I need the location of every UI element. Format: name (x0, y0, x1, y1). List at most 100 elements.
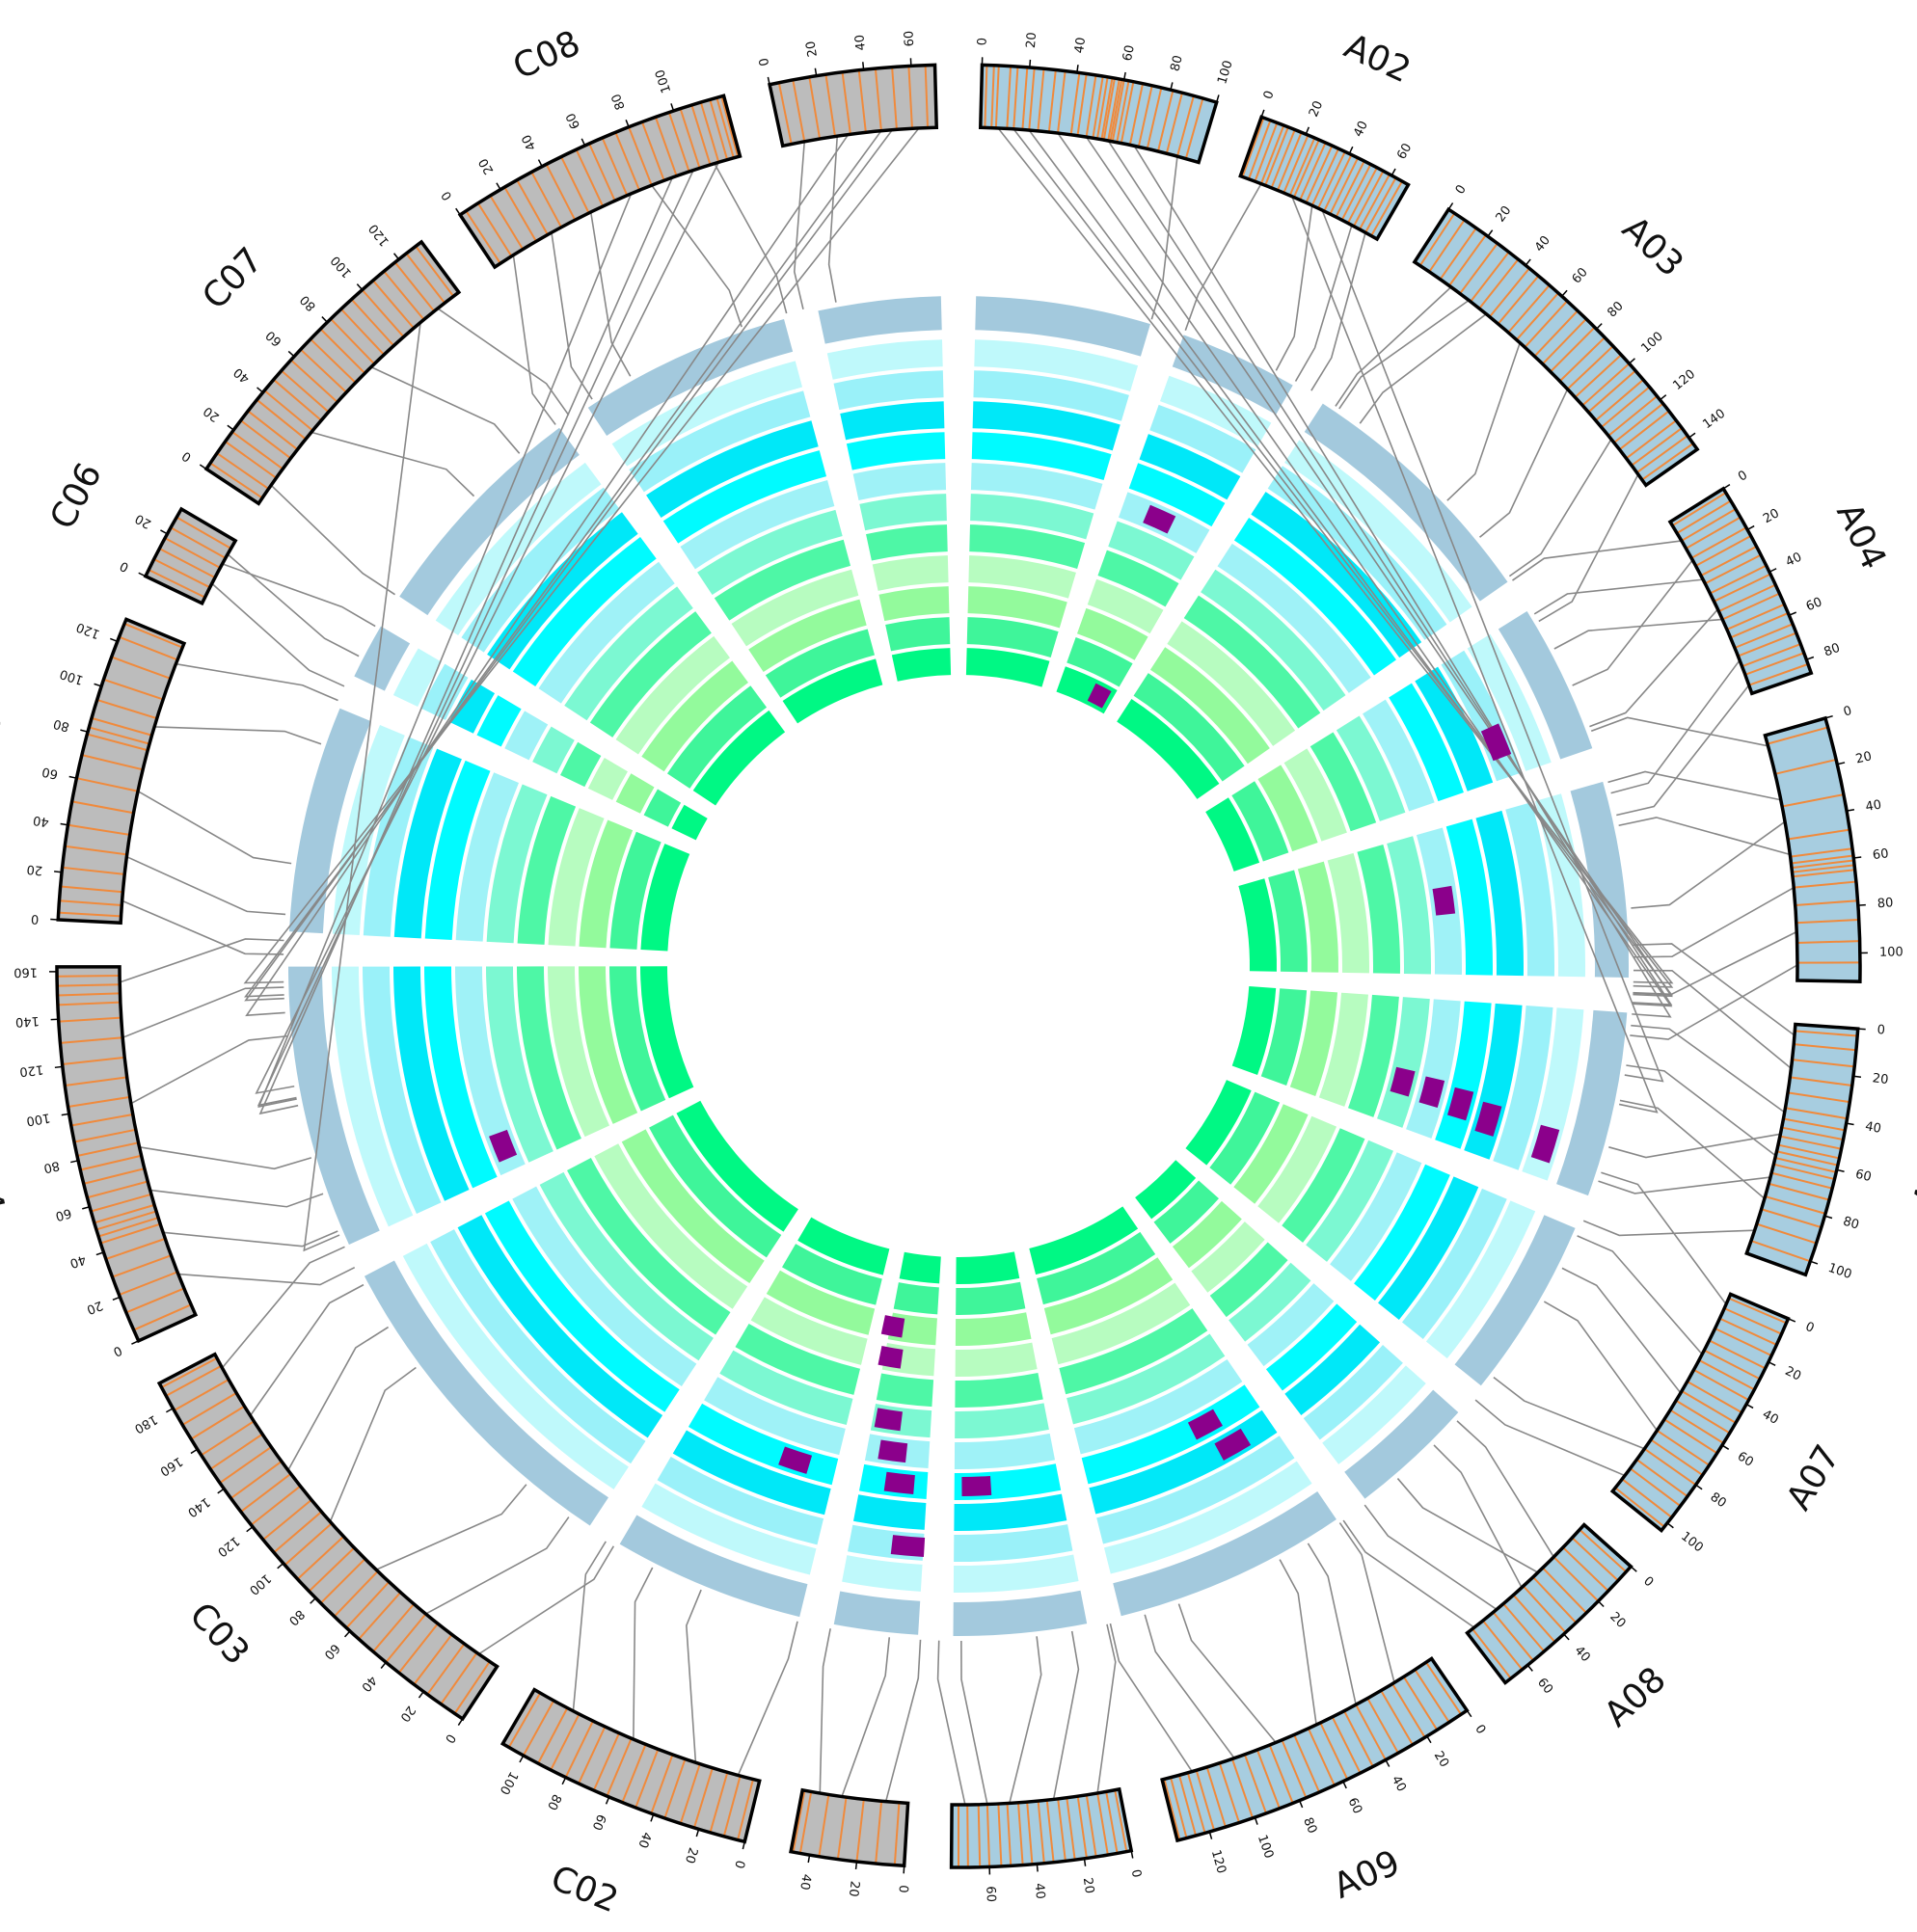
marker-line (1625, 419, 1677, 460)
marker-line (87, 733, 148, 752)
tick-label: 60 (1570, 265, 1591, 286)
heat-ring-segment (969, 524, 1086, 569)
heat-ring-segment (579, 966, 638, 1124)
heat-ring-segment (970, 494, 1094, 540)
marker-line (1045, 1800, 1055, 1863)
marker-line (413, 1633, 453, 1685)
heat-ring-segment (1284, 440, 1472, 623)
chromosome-outline (55, 965, 199, 1344)
heat-ring-segment (967, 586, 1067, 629)
marker-line (1175, 95, 1195, 157)
heat-ring-segment (878, 586, 950, 622)
marker-line (1037, 68, 1045, 132)
marker-line (1790, 847, 1853, 858)
marker-line (1264, 126, 1289, 186)
tick-mark (1563, 1633, 1570, 1641)
synteny-link (960, 1640, 988, 1805)
marker-line (1359, 174, 1390, 230)
marker-line (1066, 1797, 1076, 1861)
synteny-link (162, 1230, 338, 1248)
tick-label: 20 (397, 1703, 418, 1724)
tick-mark (1036, 1864, 1039, 1872)
marker-line (148, 569, 205, 599)
marker-line (96, 699, 158, 720)
marker-line (1165, 92, 1183, 154)
heat-ring-segment (457, 1215, 663, 1438)
marker-line (1738, 631, 1797, 657)
marker-line (1681, 508, 1737, 542)
marker-line (65, 1076, 127, 1087)
marker-line (1728, 1297, 1787, 1325)
marker-line (262, 1498, 312, 1541)
tick-mark (1029, 59, 1032, 67)
synteny-link (1321, 209, 1664, 1083)
chromosome-ideogram (1162, 1658, 1468, 1841)
synteny-link (1538, 473, 1639, 623)
heat-ring-segment (1415, 666, 1494, 792)
synteny-link (1342, 1519, 1475, 1628)
marker-line (592, 1732, 621, 1791)
marker-line (716, 96, 735, 159)
marker-line (1690, 526, 1747, 559)
marker-line (1631, 427, 1683, 467)
heat-ring-segment (476, 695, 522, 747)
marker-line (545, 163, 577, 221)
heat-ring-segment (974, 339, 1139, 392)
marker-line (1542, 1567, 1587, 1614)
marker-line (503, 186, 537, 242)
marker-line (1329, 157, 1360, 215)
heat-ring-segment (676, 1100, 798, 1232)
tick-mark (1122, 71, 1126, 81)
marker-line (1331, 1716, 1362, 1774)
synteny-link (126, 855, 286, 916)
marker-line (319, 1558, 366, 1604)
heat-ring-segment (1133, 673, 1245, 782)
marker-line (1178, 1775, 1198, 1837)
marker-line (426, 1643, 466, 1696)
heat-ring-segment (621, 1129, 765, 1284)
tick-label: 120 (1670, 367, 1698, 393)
tick-label: 0 (1803, 1320, 1816, 1336)
tick-label: 80 (1605, 299, 1626, 320)
marker-line (1777, 1143, 1840, 1160)
tick-mark (1526, 1664, 1533, 1672)
synteny-link (827, 136, 839, 303)
tick-mark (561, 1777, 567, 1785)
marker-line (1340, 163, 1372, 221)
chromosome-label: A02 (1338, 27, 1417, 92)
tick-mark (1695, 1484, 1703, 1490)
marker-line (230, 1461, 283, 1500)
marker-line (1470, 251, 1510, 303)
marker-line (621, 1743, 647, 1803)
tick-mark (94, 683, 102, 687)
chromosome-outline (1763, 715, 1862, 983)
synteny-link (1291, 196, 1659, 1114)
marker-line (415, 245, 455, 297)
heat-ring-segment (564, 586, 693, 721)
heat-ring-segment (1265, 1303, 1358, 1391)
heat-ring-segment (672, 1430, 831, 1516)
marker-line (1709, 1339, 1767, 1370)
synteny-link (633, 1567, 654, 1740)
heat-ring-segment (846, 432, 946, 470)
marker-line (1675, 1399, 1731, 1435)
heat-ring-segment (430, 1229, 646, 1464)
heat-ring-segment (852, 463, 947, 500)
tick-mark (1810, 1260, 1819, 1265)
synteny-link (714, 163, 788, 314)
synteny-link (1572, 559, 1693, 686)
marker-line (158, 548, 216, 578)
heat-ring-segment (332, 966, 414, 1227)
tick-label: 100 (497, 1769, 521, 1797)
marker-line (722, 1775, 742, 1838)
heat-ring-segment (1238, 878, 1277, 972)
highlight-block (1418, 1076, 1445, 1109)
marker-line (123, 623, 183, 649)
synteny-link (1633, 969, 1792, 1069)
synteny-link (1279, 1559, 1317, 1726)
heat-ring-segment (363, 966, 442, 1215)
marker-line (516, 179, 549, 235)
marker-line (1681, 1390, 1737, 1424)
marker-line (1428, 219, 1466, 273)
synteny-link (1493, 1377, 1645, 1450)
